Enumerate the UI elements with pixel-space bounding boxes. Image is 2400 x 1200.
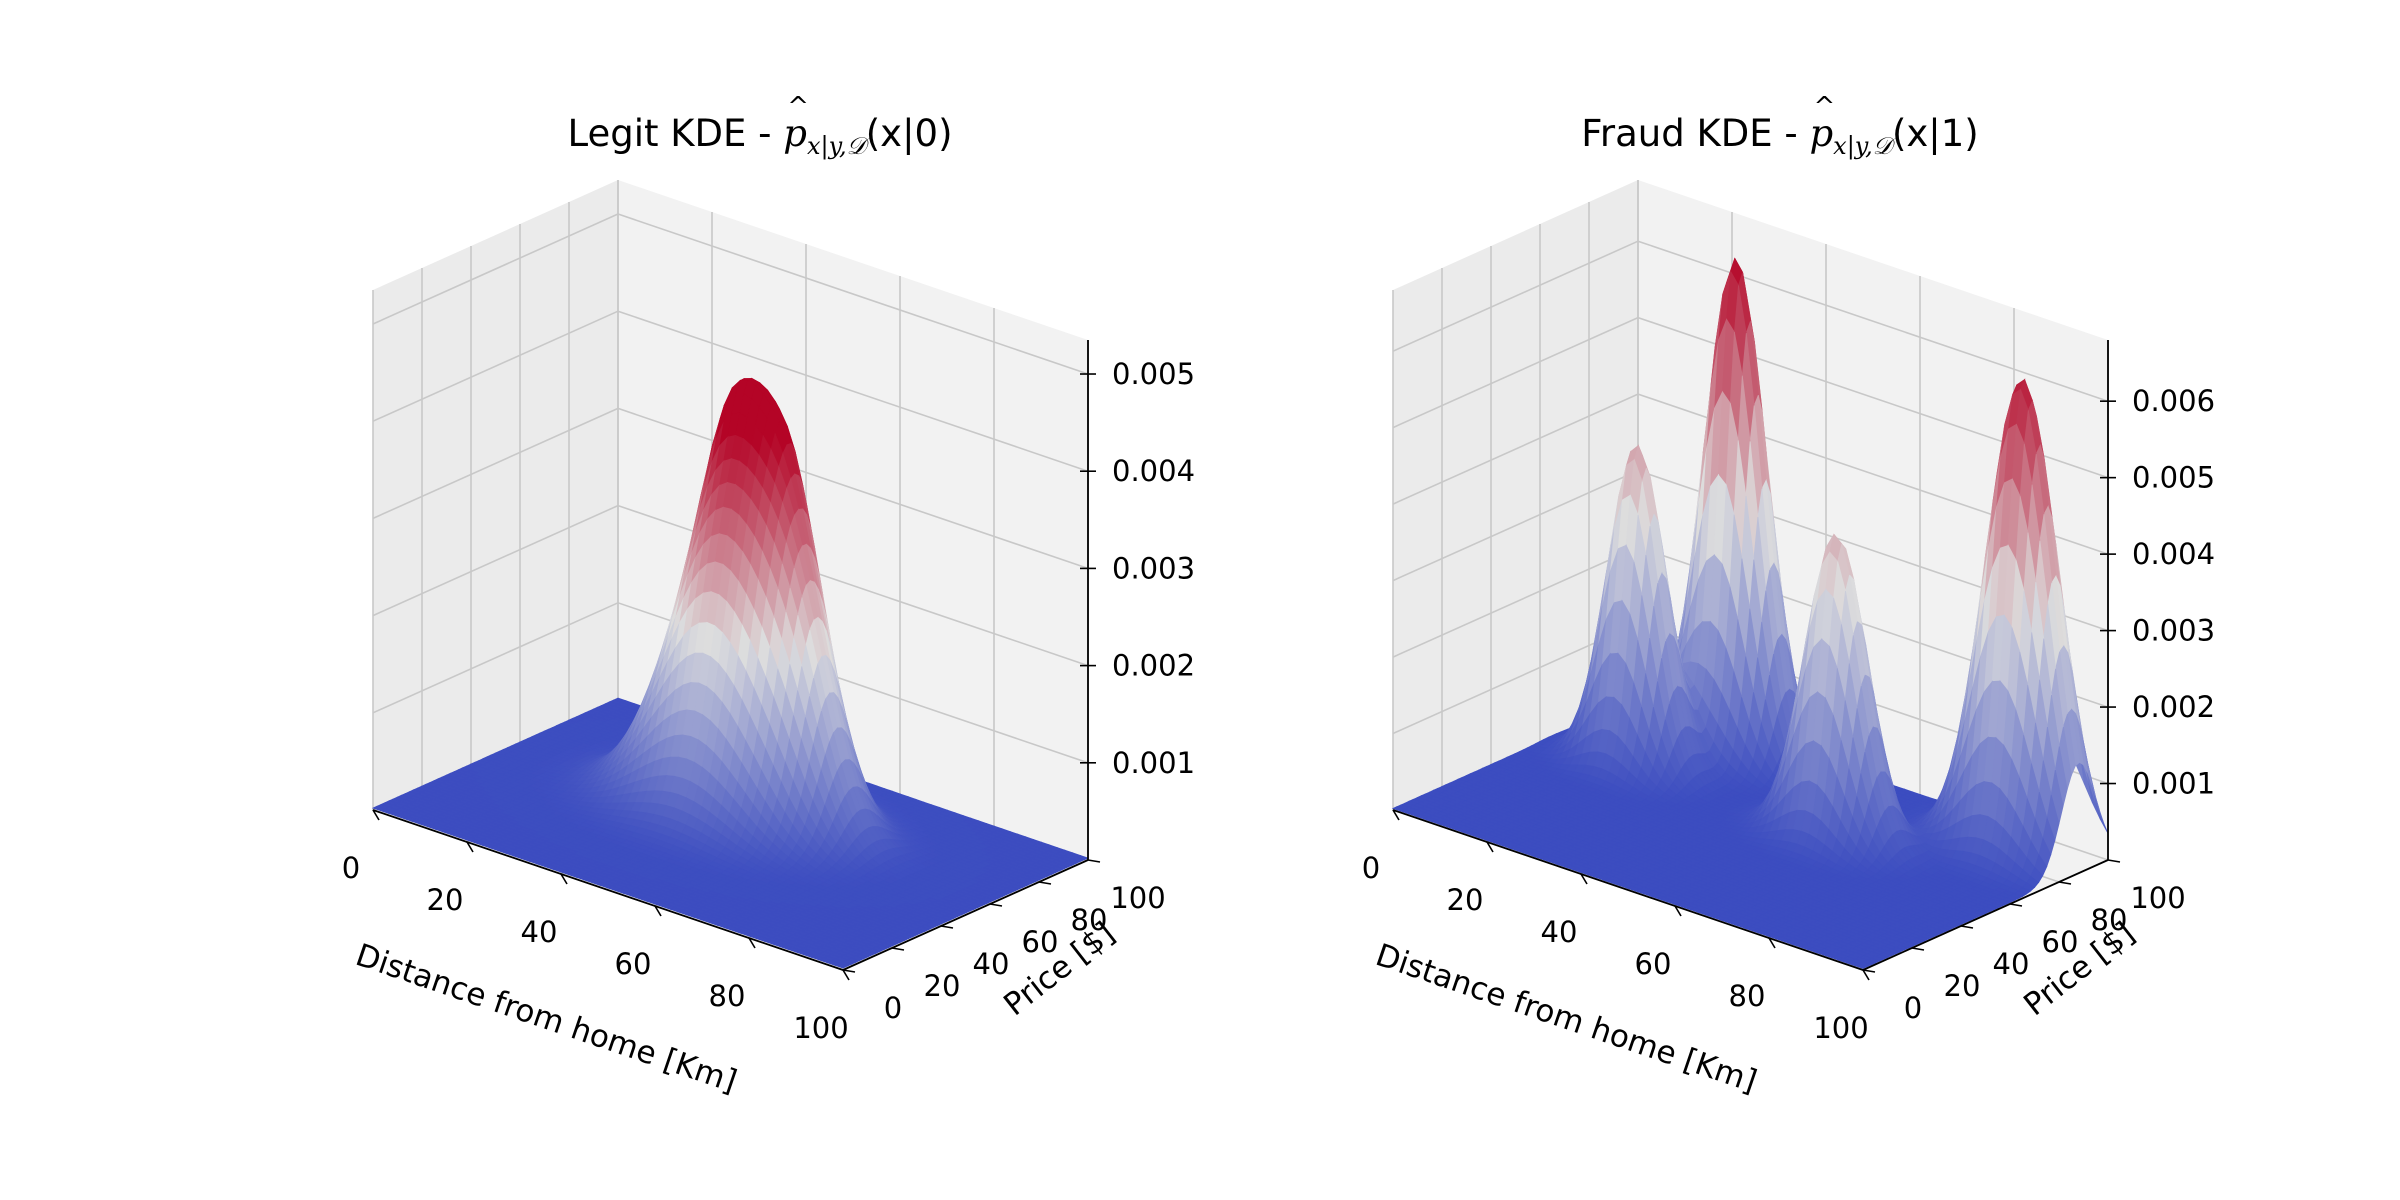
grid-line-z	[372, 601, 1089, 764]
chart-title-legit-prefix: Legit KDE -	[567, 112, 784, 155]
chart-title-fraud-subscript: x|y,𝒟	[1833, 132, 1892, 160]
grid-line-z	[372, 407, 1089, 570]
chart-title-legit-symbol: p	[783, 112, 807, 155]
grid-line-z	[372, 213, 1089, 375]
chart-title-legit: Legit KDE - px|y,𝒟(x|0)	[410, 92, 1110, 162]
chart-title-legit-subscript: x|y,𝒟	[806, 132, 866, 160]
chart-title-fraud-argument: (x|1)	[1891, 112, 1979, 155]
surface-mesh	[371, 377, 1090, 969]
grid-line-z	[372, 504, 1089, 667]
chart-title-fraud-symbol: p	[1809, 112, 1834, 155]
chart-title-fraud: Fraud KDE - px|y,𝒟(x|1)	[1430, 92, 2130, 162]
left-pane	[373, 180, 618, 810]
chart-title-fraud-prefix: Fraud KDE -	[1581, 112, 1810, 155]
grid-line-z	[372, 310, 1089, 472]
chart-title-legit-argument: (x|0)	[865, 112, 953, 155]
